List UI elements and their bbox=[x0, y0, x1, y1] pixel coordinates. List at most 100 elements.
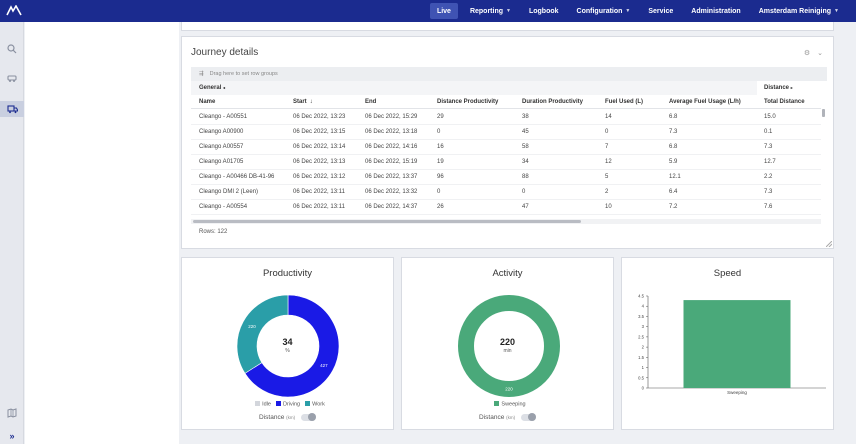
column-header[interactable]: Total Distance bbox=[764, 99, 805, 105]
table-cell: 88 bbox=[522, 174, 529, 180]
row-group-dropzone[interactable]: ⇶ Drag here to set row groups bbox=[191, 67, 827, 81]
panel-controls[interactable]: ⚙ ⌄ bbox=[804, 49, 823, 57]
column-header[interactable]: Name bbox=[199, 99, 216, 105]
table-cell: 06 Dec 2022, 14:37 bbox=[365, 204, 418, 210]
center-value: 220 bbox=[499, 337, 516, 347]
chevron-down-icon: ▼ bbox=[506, 8, 511, 14]
map-icon[interactable] bbox=[0, 405, 24, 421]
legend-label[interactable]: Work bbox=[312, 401, 325, 408]
vertical-scrollbar[interactable] bbox=[822, 109, 825, 117]
distance-toggle[interactable] bbox=[520, 413, 536, 421]
scroll-thumb[interactable] bbox=[193, 220, 581, 223]
table-cell: 26 bbox=[437, 204, 444, 210]
nav-item-administration[interactable]: Administration bbox=[682, 0, 749, 22]
table-cell: 2.2 bbox=[764, 174, 773, 180]
table-cell: 96 bbox=[437, 174, 444, 180]
y-tick-label: 1 bbox=[642, 365, 645, 370]
center-unit: % bbox=[285, 348, 290, 354]
table-cell: Cleango - A00554 bbox=[199, 204, 248, 210]
table-cell: 7.3 bbox=[764, 144, 773, 150]
journey-table: General ◂ Distance ▸ Name Start ↓ End Distan… bbox=[191, 81, 821, 218]
nav-item-label: Service bbox=[648, 7, 674, 15]
table-row[interactable]: Cleango A00900 06 Dec 2022, 13:15 06 Dec 2… bbox=[191, 125, 821, 140]
table-cell: 06 Dec 2022, 14:16 bbox=[365, 144, 418, 150]
pie-slice-work[interactable] bbox=[236, 294, 289, 374]
nav-item-label: Amsterdam Reiniging bbox=[758, 7, 832, 15]
center-value: 34 bbox=[282, 337, 293, 347]
legend-label[interactable]: Idle bbox=[262, 401, 271, 408]
table-cell: 06 Dec 2022, 15:19 bbox=[365, 159, 418, 165]
distance-toggle[interactable] bbox=[300, 413, 316, 421]
table-cell: 06 Dec 2022, 13:11 bbox=[293, 189, 345, 195]
toggle-unit: (km) bbox=[286, 415, 296, 421]
pie-slice-driving[interactable] bbox=[244, 294, 340, 398]
nav-item-live[interactable]: Live bbox=[429, 3, 458, 19]
nav-item-amsterdam-reiniging[interactable]: Amsterdam Reiniging ▼ bbox=[750, 0, 848, 22]
group-icon: ⇶ bbox=[199, 71, 204, 77]
logo-icon[interactable] bbox=[6, 5, 22, 17]
table-row[interactable]: Cleango A01705 06 Dec 2022, 13:13 06 Dec 2… bbox=[191, 155, 821, 170]
table-cell: 5.9 bbox=[669, 159, 678, 165]
legend-label[interactable]: Driving bbox=[283, 401, 301, 408]
nav-item-label: Reporting bbox=[469, 7, 504, 15]
table-cell: 0 bbox=[522, 189, 526, 195]
table-row[interactable]: Cleango A00557 06 Dec 2022, 13:14 06 Dec 2… bbox=[191, 140, 821, 155]
table-row[interactable]: Cleango - A00554 06 Dec 2022, 13:11 06 Dec… bbox=[191, 200, 821, 215]
table-cell: 58 bbox=[522, 144, 529, 150]
table-cell: 06 Dec 2022, 13:12 bbox=[293, 174, 346, 180]
settings-icon[interactable]: ⚙ bbox=[803, 50, 811, 57]
horizontal-scrollbar[interactable] bbox=[191, 219, 821, 224]
table-cell: 0 bbox=[437, 189, 441, 195]
slice-label: 427 bbox=[320, 363, 328, 368]
column-group-header: General ◂ Distance ▸ bbox=[191, 81, 821, 95]
nav-item-reporting[interactable]: Reporting ▼ bbox=[461, 0, 520, 22]
table-cell: 12 bbox=[605, 159, 612, 165]
table-row[interactable]: Cleango - A00466 DB-41-96 06 Dec 2022, 13… bbox=[191, 170, 821, 185]
table-cell: 7.2 bbox=[669, 204, 678, 210]
card-title: Speed bbox=[713, 268, 742, 279]
slice-label: 220 bbox=[505, 387, 513, 392]
truck-list-icon[interactable] bbox=[0, 101, 24, 117]
table-cell: Cleango - A00551 bbox=[199, 114, 248, 120]
legend-label[interactable]: Sweeping bbox=[501, 401, 526, 408]
resize-handle-icon[interactable] bbox=[826, 241, 832, 247]
column-header[interactable]: Average Fuel Usage (L/h) bbox=[669, 99, 741, 105]
search-icon[interactable] bbox=[0, 41, 24, 57]
table-cell: 06 Dec 2022, 13:11 bbox=[293, 204, 345, 210]
table-cell: Cleango DMI 2 (Leen) bbox=[199, 189, 259, 195]
table-cell: Cleango A00557 bbox=[199, 144, 244, 150]
nav-item-logbook[interactable]: Logbook bbox=[520, 0, 568, 22]
table-row[interactable]: Cleango - A00551 06 Dec 2022, 13:23 06 Dec… bbox=[191, 110, 821, 125]
table-cell: 0 bbox=[437, 129, 441, 135]
column-header[interactable]: Start ↓ bbox=[293, 99, 313, 105]
pie-slice-sweeping[interactable] bbox=[458, 295, 560, 397]
distance-toggle-row: Distance (km) bbox=[182, 413, 393, 422]
bar-sweeping[interactable] bbox=[683, 300, 791, 388]
sort-desc-icon[interactable]: ↓ bbox=[309, 99, 313, 105]
column-header[interactable]: Distance Productivity bbox=[437, 99, 499, 105]
column-header[interactable]: Duration Productivity bbox=[522, 99, 584, 105]
table-cell: 7.3 bbox=[764, 189, 773, 195]
table-cell: Cleango - A00466 DB-41-96 bbox=[199, 174, 275, 180]
table-cell: 47 bbox=[522, 204, 529, 210]
center-unit: min bbox=[503, 348, 512, 354]
x-tick-label: Sweeping bbox=[727, 390, 747, 395]
group-header-distance[interactable]: Distance ▸ bbox=[757, 81, 821, 95]
nav-item-configuration[interactable]: Configuration ▼ bbox=[568, 0, 640, 22]
table-cell: 38 bbox=[522, 114, 529, 120]
nav-item-service[interactable]: Service bbox=[639, 0, 682, 22]
upper-panel bbox=[181, 22, 834, 31]
expand-icon[interactable]: » bbox=[9, 431, 15, 441]
y-tick-label: 4.5 bbox=[638, 294, 644, 299]
table-cell: 0.1 bbox=[764, 129, 773, 135]
table-cell: 6.8 bbox=[669, 144, 678, 150]
y-tick-label: 2.5 bbox=[638, 334, 644, 339]
group-header-general[interactable]: General ◂ bbox=[199, 85, 226, 91]
toggle-label: Distance bbox=[259, 414, 285, 422]
column-header[interactable]: End bbox=[365, 99, 377, 105]
chevron-down-icon[interactable]: ⌄ bbox=[817, 50, 823, 57]
table-cell: 34 bbox=[522, 159, 529, 165]
vehicle-icon[interactable] bbox=[0, 70, 24, 86]
table-row[interactable]: Cleango DMI 2 (Leen) 06 Dec 2022, 13:11 06… bbox=[191, 185, 821, 200]
column-header[interactable]: Fuel Used (L) bbox=[605, 99, 644, 105]
